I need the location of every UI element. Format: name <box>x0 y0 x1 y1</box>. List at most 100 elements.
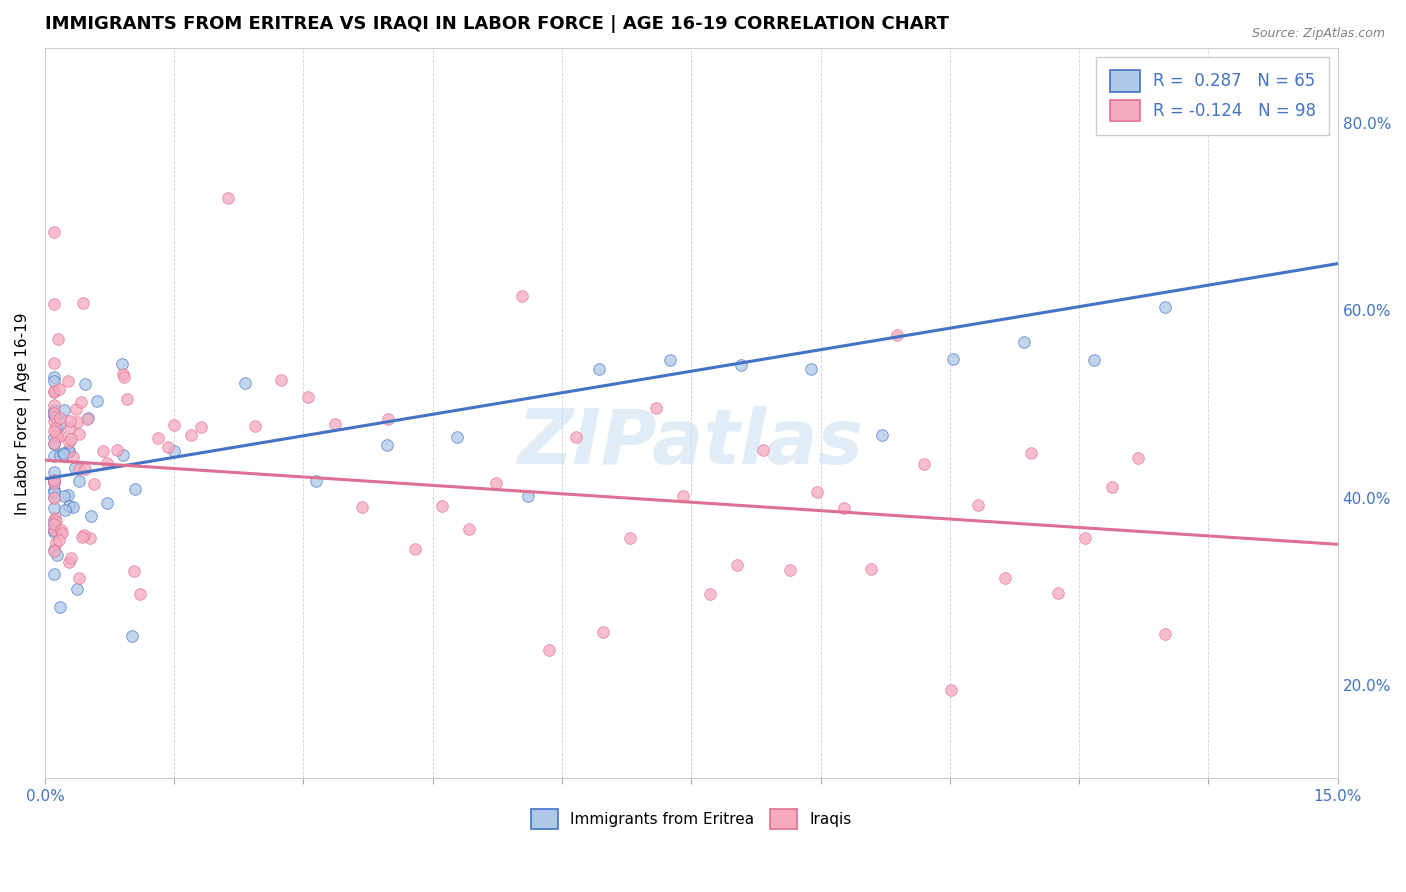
Point <box>446 430 468 444</box>
Point <box>297 390 319 404</box>
Point <box>457 522 479 536</box>
Point <box>42 500 65 515</box>
Point <box>105 443 128 458</box>
Point <box>44 517 66 532</box>
Point <box>66 582 89 596</box>
Point <box>86 394 108 409</box>
Point <box>939 682 962 697</box>
Point <box>69 571 91 585</box>
Point <box>832 501 855 516</box>
Point <box>42 542 65 557</box>
Point <box>42 484 65 499</box>
Point <box>270 373 292 387</box>
Point <box>124 483 146 497</box>
Point <box>111 357 134 371</box>
Text: Source: ZipAtlas.com: Source: ZipAtlas.com <box>1251 27 1385 40</box>
Point <box>112 367 135 381</box>
Point <box>42 449 65 463</box>
Point <box>42 374 65 388</box>
Point <box>42 403 65 417</box>
Point <box>67 462 90 476</box>
Point <box>45 514 67 528</box>
Point <box>800 362 823 376</box>
Point <box>886 328 908 343</box>
Point <box>48 448 70 462</box>
Point <box>233 376 256 390</box>
Point <box>42 475 65 490</box>
Point <box>52 447 75 461</box>
Point <box>70 530 93 544</box>
Point <box>42 407 65 421</box>
Point <box>56 374 79 388</box>
Point <box>806 485 828 500</box>
Point <box>96 496 118 510</box>
Point <box>1074 531 1097 545</box>
Point <box>42 414 65 428</box>
Point <box>42 517 65 532</box>
Point <box>44 525 66 540</box>
Point <box>42 473 65 487</box>
Point <box>146 431 169 445</box>
Point <box>42 544 65 558</box>
Point <box>517 489 540 503</box>
Point <box>58 435 80 450</box>
Point <box>80 508 103 523</box>
Point <box>48 382 70 396</box>
Point <box>243 418 266 433</box>
Point <box>59 414 82 428</box>
Point <box>163 444 186 458</box>
Point <box>42 475 65 490</box>
Point <box>59 421 82 435</box>
Point <box>59 551 82 566</box>
Point <box>645 401 668 416</box>
Point <box>1083 353 1105 368</box>
Point <box>42 407 65 421</box>
Point <box>180 428 202 442</box>
Point <box>404 542 426 557</box>
Point <box>65 402 87 417</box>
Point <box>42 369 65 384</box>
Point <box>42 435 65 450</box>
Point <box>51 525 73 540</box>
Point <box>60 432 83 446</box>
Point <box>44 465 66 479</box>
Point <box>350 500 373 515</box>
Point <box>912 457 935 471</box>
Point <box>42 225 65 239</box>
Point <box>512 289 534 303</box>
Point <box>42 483 65 497</box>
Point <box>63 461 86 475</box>
Point <box>305 474 328 488</box>
Point <box>588 362 610 376</box>
Point <box>96 456 118 470</box>
Point <box>67 474 90 488</box>
Point <box>58 500 80 514</box>
Point <box>42 437 65 451</box>
Point <box>658 353 681 368</box>
Point <box>1154 300 1177 314</box>
Point <box>53 489 76 503</box>
Point <box>93 444 115 458</box>
Point <box>62 500 84 515</box>
Point <box>62 450 84 464</box>
Point <box>375 437 398 451</box>
Text: IMMIGRANTS FROM ERITREA VS IRAQI IN LABOR FORCE | AGE 16-19 CORRELATION CHART: IMMIGRANTS FROM ERITREA VS IRAQI IN LABO… <box>45 15 949 33</box>
Point <box>44 421 66 435</box>
Point <box>56 444 79 458</box>
Point <box>49 523 72 537</box>
Point <box>129 587 152 601</box>
Point <box>52 403 75 417</box>
Point <box>42 567 65 582</box>
Point <box>53 503 76 517</box>
Point <box>66 415 89 429</box>
Point <box>42 513 65 527</box>
Point <box>42 490 65 504</box>
Point <box>112 369 135 384</box>
Point <box>45 548 67 562</box>
Point <box>42 296 65 310</box>
Point <box>58 555 80 569</box>
Point <box>1047 586 1070 600</box>
Point <box>122 564 145 578</box>
Point <box>42 398 65 412</box>
Point <box>73 528 96 542</box>
